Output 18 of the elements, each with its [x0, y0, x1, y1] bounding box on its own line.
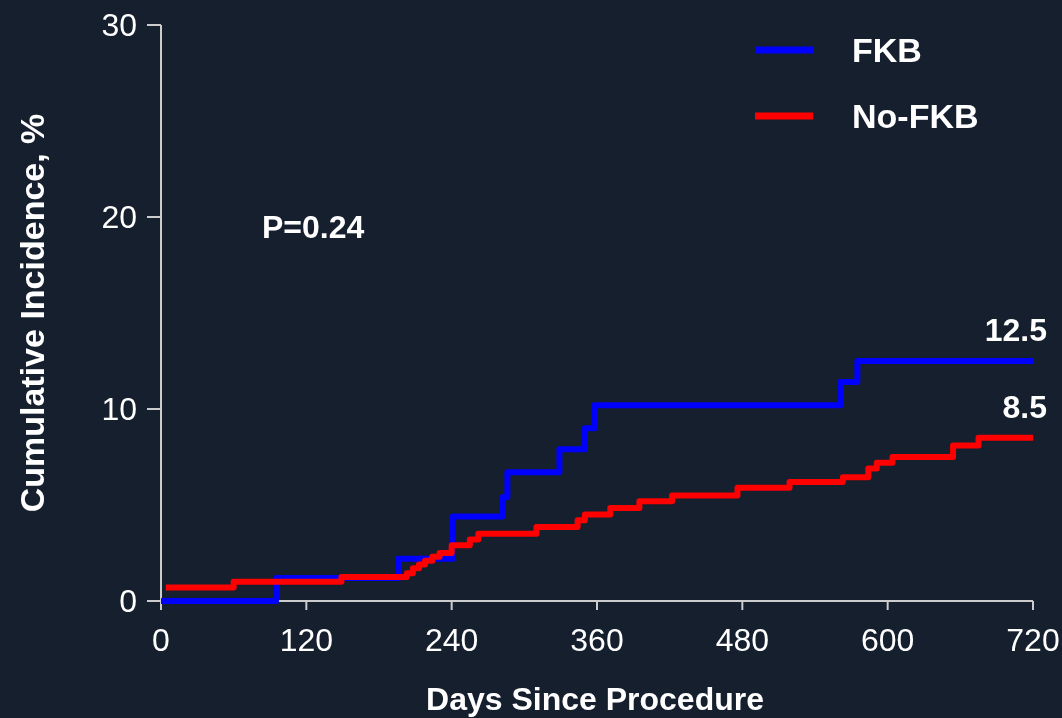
legend-label: FKB — [852, 31, 922, 69]
annotation: 12.5 — [984, 312, 1047, 348]
x-axis-title: Days Since Procedure — [426, 681, 764, 717]
annotation: P=0.24 — [262, 209, 365, 245]
y-tick-label: 10 — [101, 391, 137, 427]
x-tick-label: 480 — [715, 622, 770, 658]
x-tick-label: 120 — [279, 622, 334, 658]
y-tick-label: 0 — [119, 583, 137, 619]
x-tick-label: 720 — [1006, 622, 1060, 658]
x-tick-label: 240 — [424, 622, 479, 658]
x-tick-label: 600 — [860, 622, 915, 658]
annotation: 8.5 — [1002, 388, 1047, 425]
legend-label: No-FKB — [852, 97, 979, 135]
y-tick-label: 30 — [101, 7, 137, 43]
x-tick-label: 360 — [570, 622, 624, 658]
y-axis-title: Cumulative Incidence, % — [13, 113, 51, 513]
x-tick-label: 0 — [152, 622, 170, 658]
y-tick-label: 20 — [101, 199, 137, 235]
